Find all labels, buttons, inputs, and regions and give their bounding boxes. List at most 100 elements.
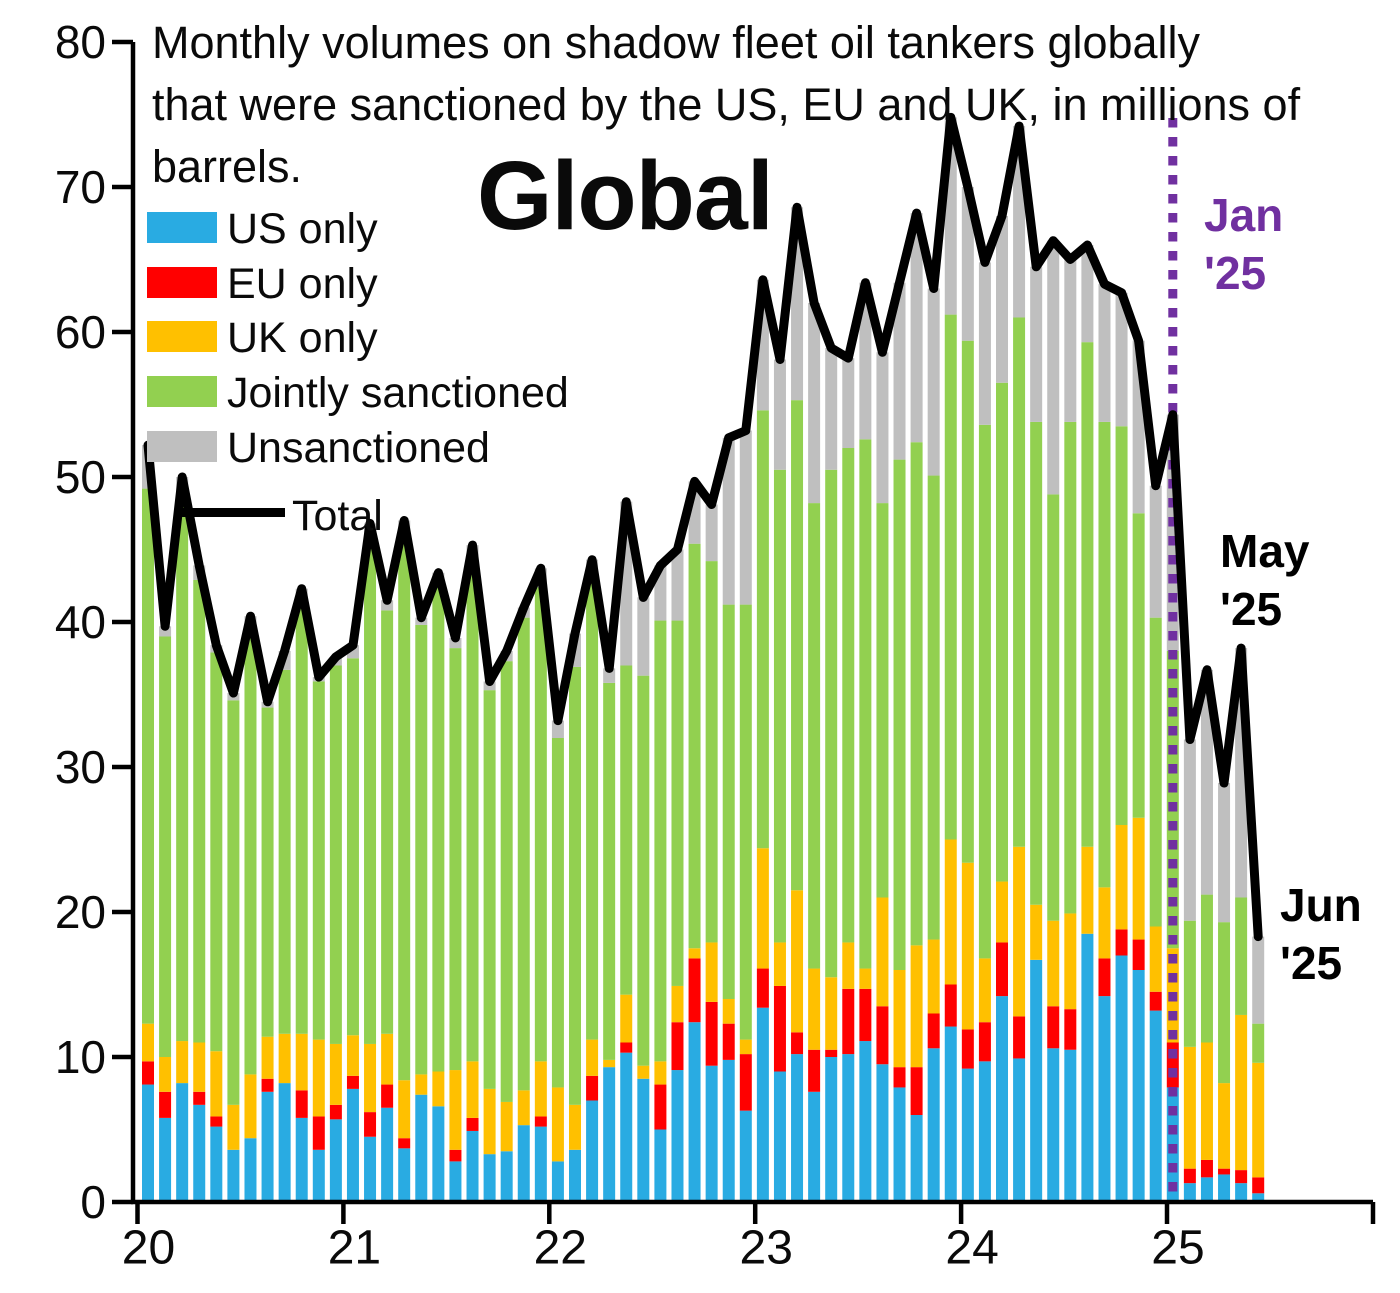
bar-segment (1218, 782, 1231, 923)
bar-segment (1235, 1170, 1248, 1184)
bar-segment (1098, 421, 1111, 888)
bar-segment (705, 504, 718, 562)
bar-segment (1252, 1062, 1265, 1178)
bar-segment (1218, 1168, 1231, 1175)
bar-segment (517, 617, 530, 1091)
chart-title-line-2: that were sanctioned by the US, EU and U… (152, 79, 1301, 130)
bar-segment (791, 1054, 804, 1202)
bar-segment (329, 1104, 342, 1120)
chart-title-line-3: barrels. (152, 141, 303, 192)
bar-segment (1047, 1006, 1060, 1049)
bar-segment (500, 1101, 513, 1152)
bar-segment (654, 1061, 667, 1085)
x-tick-label: 22 (534, 1222, 587, 1275)
bar-segment (364, 533, 377, 1044)
bar-segment (586, 1039, 599, 1076)
bar-segment (705, 561, 718, 943)
bar-segment (637, 597, 650, 676)
bar-segment (432, 1106, 445, 1202)
bar-segment (261, 1078, 274, 1092)
bar-segment (466, 566, 479, 1062)
bar-segment (1200, 1042, 1213, 1160)
bar-segment (227, 700, 240, 1105)
bar-segment (500, 1151, 513, 1202)
x-tick-label: 24 (945, 1222, 998, 1275)
bar-segment (876, 503, 889, 898)
bar-segment (739, 604, 752, 1040)
bar-segment (893, 459, 906, 970)
bar-segment (364, 1043, 377, 1113)
bar-segment (1047, 494, 1060, 921)
bar-segment (603, 1059, 616, 1068)
bar-segment (227, 1104, 240, 1150)
bar-segment (1235, 897, 1248, 1015)
chart-legend: US only EU only UK only Jointly sanction… (147, 205, 707, 552)
bar-segment (1098, 958, 1111, 997)
bar-segment (876, 352, 889, 504)
bar-segment (1252, 1177, 1265, 1194)
bar-segment (483, 690, 496, 1089)
bar-segment (808, 968, 821, 1050)
bar-segment (1064, 259, 1077, 422)
bar-segment (193, 1042, 206, 1092)
bar-segment (534, 1126, 547, 1202)
bar-segment (1081, 846, 1094, 934)
bar-segment (773, 1071, 786, 1202)
bar-segment (466, 1061, 479, 1118)
bar-segment (1149, 926, 1162, 992)
bar-segment (910, 945, 923, 1068)
bar-segment (910, 1067, 923, 1115)
region-label: Global (477, 141, 774, 250)
bar-segment (1252, 936, 1265, 1024)
bar-segment (893, 282, 906, 460)
bar-segment (1200, 669, 1213, 895)
series-uk-only (142, 817, 1265, 1178)
bar-segment (551, 1087, 564, 1162)
bar-segment (688, 948, 701, 959)
bar-segment (1081, 933, 1094, 1202)
legend-label: Total (292, 492, 383, 540)
bar-segment (722, 1023, 735, 1060)
bar-segment (432, 584, 445, 1072)
bar-segment (1218, 1174, 1231, 1202)
bar-segment (569, 1149, 581, 1202)
y-tick-label: 60 (55, 306, 106, 358)
bar-segment (449, 648, 462, 1071)
bar-segment (688, 958, 701, 1023)
bar-segment (671, 1070, 684, 1202)
bar-segment (620, 1042, 633, 1053)
bar-segment (637, 1065, 650, 1079)
bar-segment (996, 216, 1008, 383)
bar-segment (1081, 342, 1094, 847)
bar-segment (1098, 887, 1111, 959)
bar-segment (722, 1059, 735, 1202)
bar-segment (586, 578, 599, 1040)
bar-segment (756, 968, 769, 1008)
bar-segment (1149, 485, 1162, 618)
bar-segment (1030, 421, 1043, 905)
bar-segment (944, 314, 957, 840)
bar-segment (227, 1149, 240, 1202)
y-tick-label: 40 (55, 596, 106, 648)
bar-segment (1183, 1168, 1196, 1184)
bar-segment (517, 1125, 530, 1202)
bar-segment (500, 661, 513, 1102)
bar-segment (1115, 292, 1128, 427)
bar-segment (569, 666, 581, 1105)
bar-segment (346, 658, 359, 1036)
bar-segment (210, 1051, 223, 1117)
bar-segment (637, 1078, 650, 1202)
bar-segment (842, 358, 855, 448)
legend-label: Jointly sanctioned (227, 369, 569, 417)
bar-segment (961, 1029, 974, 1069)
bar-segment (859, 282, 872, 440)
bar-segment (432, 1071, 445, 1107)
bar-segment (603, 668, 616, 683)
bar-segment (586, 1075, 599, 1101)
bar-segment (210, 1116, 223, 1127)
bar-segment (142, 1084, 154, 1202)
bar-segment (176, 1041, 189, 1084)
legend-label: US only (227, 205, 378, 253)
y-tick-label: 70 (55, 161, 106, 213)
annotation-jun-25: Jun '25 (1280, 879, 1362, 989)
